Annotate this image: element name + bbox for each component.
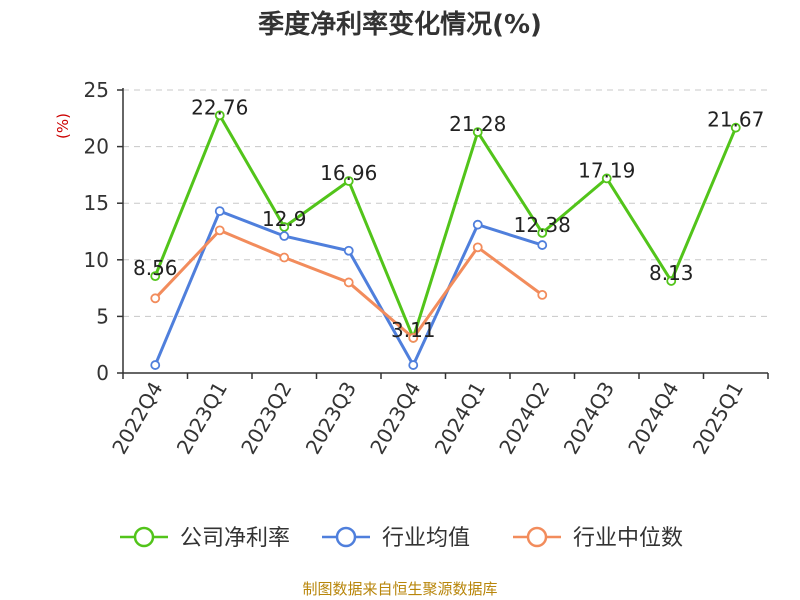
x-tick-label: 2024Q4 — [623, 378, 683, 459]
y-tick-label: 0 — [96, 361, 109, 385]
grid-lines — [123, 89, 768, 317]
legend-marker — [133, 526, 155, 548]
source-note: 制图数据来自恒生聚源数据库 — [302, 580, 497, 598]
legend-label: 行业均值 — [382, 526, 470, 551]
legend: 公司净利率 行业均值 行业中位数 — [120, 526, 683, 551]
legend-marker — [526, 526, 548, 548]
data-label: 21.67 — [707, 108, 764, 132]
x-tick-label: 2023Q4 — [365, 378, 425, 459]
y-axis-unit-label: (%) — [54, 113, 72, 139]
x-tick-label: 2024Q3 — [559, 378, 619, 459]
x-tick-label: 2023Q2 — [236, 378, 296, 459]
y-tick-label: 20 — [84, 135, 109, 159]
x-tick-label: 2024Q2 — [494, 378, 554, 459]
data-point — [150, 271, 161, 282]
data-point — [214, 225, 225, 236]
data-point — [601, 173, 612, 184]
data-point — [343, 176, 354, 186]
data-point — [279, 231, 290, 241]
data-label: 3.11 — [391, 318, 436, 342]
data-labels: 8.56 22.76 12.9 16.96 3.11 21.28 12.38 17.19 8.1… — [133, 95, 764, 341]
y-tick-label: 15 — [84, 191, 109, 215]
data-point — [537, 227, 548, 238]
y-tick-label: 10 — [84, 248, 109, 272]
data-point — [666, 276, 677, 286]
x-tick-label: 2025Q1 — [688, 378, 748, 459]
x-tick-label: 2023Q1 — [172, 378, 232, 459]
data-point — [279, 222, 290, 232]
x-tick-label: 2023Q3 — [301, 378, 361, 459]
data-point — [343, 277, 354, 288]
legend-marker — [335, 526, 357, 548]
chart-title: 季度净利率变化情况(%) — [258, 9, 542, 40]
data-label: 12.38 — [514, 213, 571, 237]
legend-label: 行业中位数 — [573, 526, 683, 551]
data-label: 22.76 — [191, 95, 248, 119]
legend-label: 公司净利率 — [180, 526, 290, 551]
data-point — [537, 289, 548, 300]
data-point — [408, 360, 419, 370]
data-point — [150, 360, 161, 370]
data-point — [150, 293, 161, 304]
data-label: 12.9 — [262, 207, 307, 231]
series-lines — [150, 110, 741, 370]
data-point — [472, 242, 483, 253]
data-label: 21.28 — [449, 112, 506, 136]
data-label: 17.19 — [578, 158, 635, 182]
data-point — [537, 240, 548, 250]
data-label: 16.96 — [320, 161, 377, 185]
data-point — [343, 245, 354, 256]
data-label: 8.56 — [133, 256, 178, 280]
data-label: 8.13 — [649, 261, 694, 285]
data-point — [214, 206, 225, 217]
data-point — [279, 252, 290, 263]
series-line-1 — [153, 209, 543, 367]
series-line-0 — [153, 113, 738, 340]
data-point — [472, 127, 483, 138]
x-tick-label: 2024Q1 — [430, 378, 490, 459]
y-tick-label: 25 — [84, 78, 109, 102]
data-point — [408, 333, 419, 343]
data-point — [730, 122, 741, 133]
data-point — [214, 110, 225, 121]
y-tick-label: 5 — [96, 304, 109, 328]
data-point — [472, 219, 483, 230]
x-tick-label: 2022Q4 — [107, 378, 167, 459]
